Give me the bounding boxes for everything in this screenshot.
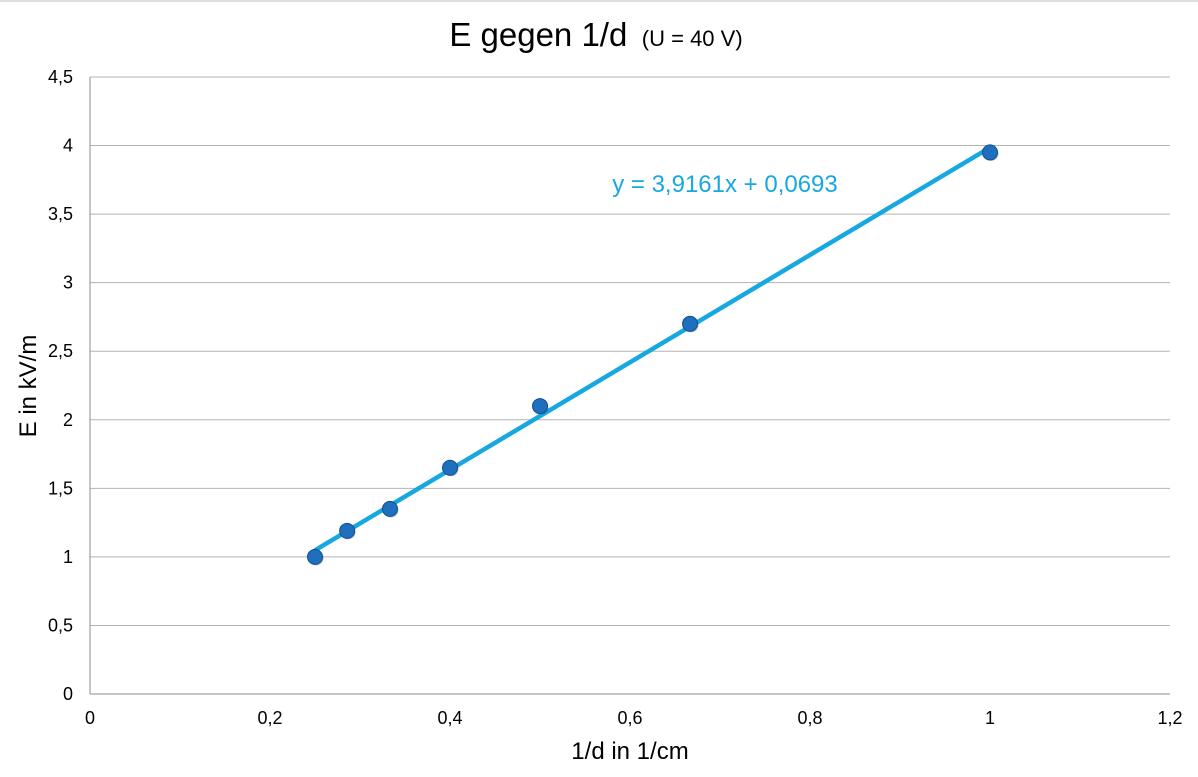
- x-tick-label: 0,4: [437, 708, 462, 728]
- data-point: [381, 500, 398, 517]
- y-tick-label: 4: [63, 136, 73, 156]
- data-points: [307, 144, 999, 566]
- data-point: [339, 522, 356, 539]
- y-tick-label: 3: [63, 273, 73, 293]
- x-tick-label: 0,6: [617, 708, 642, 728]
- chart-title: E gegen 1/d (U = 40 V): [449, 16, 742, 53]
- trendline-line: [313, 145, 992, 553]
- data-point: [307, 548, 323, 565]
- x-tick-label: 1,2: [1157, 708, 1182, 728]
- data-point: [982, 144, 998, 161]
- y-tick-label: 1: [63, 547, 73, 567]
- y-tick-label: 4,5: [48, 67, 73, 87]
- x-tick-label: 0,2: [257, 708, 282, 728]
- y-tick-label: 3,5: [48, 204, 73, 224]
- x-tick-label: 0: [85, 708, 95, 728]
- x-axis-label: 1/d in 1/cm: [571, 738, 688, 765]
- y-tick-label: 2: [63, 410, 73, 430]
- x-tick-label: 0,8: [797, 708, 822, 728]
- data-point: [532, 398, 548, 415]
- trendline-equation: y = 3,9161x + 0,0693: [612, 171, 838, 198]
- y-tick-label: 1,5: [48, 478, 73, 498]
- axes: [89, 77, 1170, 695]
- x-tick-label: 1: [985, 708, 995, 728]
- chart-title-main: E gegen 1/d: [449, 16, 627, 53]
- chart-subtitle: (U = 40 V): [642, 26, 743, 51]
- gridlines: [90, 76, 1170, 626]
- x-tick-labels: 0 0,2 0,4 0,6 0,8 1 1,2: [85, 708, 1183, 728]
- trendline: [313, 145, 992, 553]
- y-axis-label: E in kV/m: [15, 335, 42, 438]
- y-tick-label: 0,5: [48, 615, 73, 635]
- data-point: [442, 459, 458, 476]
- y-tick-label: 2,5: [48, 341, 73, 361]
- data-point: [682, 315, 699, 332]
- y-tick-label: 0: [63, 684, 73, 704]
- y-tick-labels: 0 0,5 1 1,5 2 2,5 3 3,5 4 4,5: [48, 67, 73, 704]
